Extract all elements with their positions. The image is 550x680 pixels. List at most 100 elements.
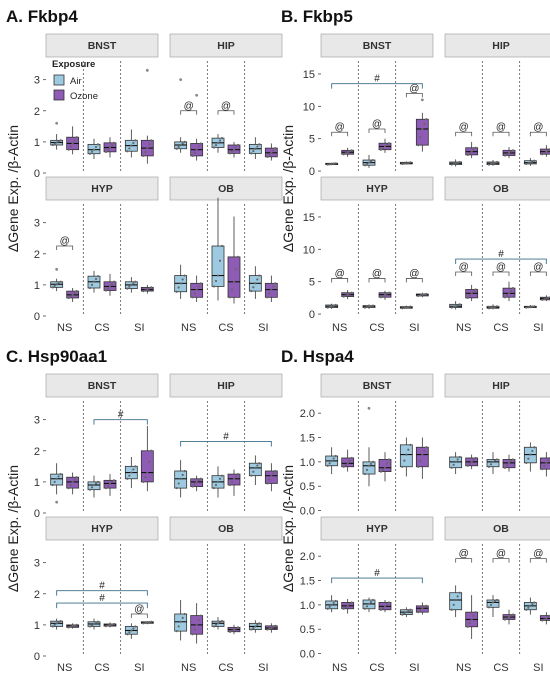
- box-cs-air: [486, 452, 500, 475]
- data-point: [199, 282, 202, 285]
- data-point: [92, 483, 96, 487]
- data-point: [67, 626, 70, 629]
- x-tick-label: NS: [181, 322, 196, 334]
- data-point: [197, 285, 200, 288]
- box-cs-ozone: [378, 290, 392, 300]
- x-tick-label: NS: [181, 662, 196, 674]
- facet-label: HIP: [492, 40, 510, 52]
- facet-hip: HIP @ @: [169, 33, 283, 173]
- outlier-point: [420, 98, 424, 102]
- data-point: [59, 139, 62, 142]
- y-tick-label: 1.5: [300, 433, 315, 445]
- box-body: [227, 256, 241, 298]
- box-cs-air: [87, 618, 101, 630]
- data-point: [142, 622, 145, 625]
- box-body: [264, 470, 278, 484]
- box-cs-air: [362, 304, 376, 309]
- y-axis-label: ΔGene Exp. /β-Actin: [5, 465, 21, 592]
- data-point: [527, 162, 530, 165]
- x-tick-label: CS: [369, 662, 384, 674]
- facet-label: BNST: [363, 380, 392, 392]
- facet-strip: [45, 516, 159, 541]
- data-point: [456, 458, 459, 461]
- data-point: [527, 457, 530, 460]
- data-point: [96, 143, 100, 146]
- x-tick-label: SI: [134, 662, 144, 674]
- data-point: [252, 149, 255, 153]
- data-point: [545, 150, 548, 153]
- data-point: [466, 625, 469, 628]
- data-point: [220, 244, 224, 248]
- facet-hyp: HYP 0 5 10 15 @ @ @ NS CS SI: [303, 176, 434, 334]
- data-point: [401, 307, 404, 310]
- data-point: [236, 473, 240, 476]
- sig-bracket: [56, 245, 74, 250]
- box-cs-air: [362, 597, 376, 613]
- data-point: [472, 458, 475, 462]
- box-cs-ozone: [378, 452, 392, 482]
- data-point: [533, 601, 536, 604]
- data-point: [266, 155, 269, 158]
- box-cs-air: [211, 617, 225, 630]
- box-ns-air: [174, 137, 188, 153]
- data-point: [150, 620, 153, 623]
- data-point: [128, 631, 131, 634]
- data-point: [94, 621, 98, 624]
- data-point: [126, 287, 129, 290]
- data-point: [132, 627, 135, 630]
- data-point: [454, 162, 457, 165]
- data-point: [181, 142, 184, 145]
- data-point: [505, 153, 509, 156]
- data-point: [458, 591, 461, 594]
- sig-span-label: #: [374, 568, 380, 579]
- data-point: [112, 280, 116, 283]
- box-si-ozone: [539, 295, 550, 302]
- data-point: [385, 292, 389, 295]
- data-point: [419, 459, 422, 462]
- box-cs-ozone: [502, 454, 516, 472]
- data-point: [405, 611, 408, 614]
- facet-strip: [169, 516, 283, 541]
- data-point: [252, 470, 255, 473]
- facet-bnst: BNST 0 5 10 15 @ @ @ #: [303, 33, 434, 178]
- data-point: [474, 146, 477, 149]
- data-point: [191, 485, 194, 488]
- box-body: [415, 446, 429, 468]
- y-tick-label: 3: [34, 75, 40, 87]
- box-si-ozone: [264, 463, 278, 492]
- box-si-air: [399, 607, 413, 618]
- data-point: [150, 139, 153, 142]
- box-ns-ozone: [190, 138, 204, 161]
- box-si-air: [248, 620, 262, 633]
- data-point: [234, 475, 238, 478]
- box-ns-ozone: [190, 603, 204, 644]
- data-point: [405, 162, 408, 165]
- data-point: [220, 137, 224, 140]
- data-point: [509, 289, 513, 292]
- box-cs-air: [486, 595, 500, 618]
- data-point: [128, 474, 131, 477]
- data-point: [381, 294, 385, 298]
- data-point: [334, 303, 337, 307]
- data-point: [266, 296, 269, 299]
- data-point: [334, 454, 337, 458]
- box-body: [399, 444, 413, 468]
- data-point: [73, 291, 76, 295]
- data-point: [525, 306, 528, 309]
- data-point: [401, 162, 404, 166]
- data-point: [183, 469, 186, 473]
- data-point: [456, 161, 459, 164]
- data-point: [409, 443, 412, 446]
- sig-span-bracket: [331, 577, 423, 584]
- data-point: [369, 600, 373, 604]
- box-ns-air: [325, 447, 339, 475]
- data-point: [57, 140, 60, 143]
- x-tick-label: SI: [533, 322, 543, 334]
- data-point: [142, 290, 145, 293]
- data-point: [503, 154, 507, 157]
- data-point: [256, 623, 259, 626]
- data-point: [104, 625, 108, 628]
- data-point: [334, 162, 337, 165]
- data-point: [214, 483, 218, 487]
- facet-hyp: HYP 0 1 2 3 ## @ NS CS SI: [34, 516, 159, 674]
